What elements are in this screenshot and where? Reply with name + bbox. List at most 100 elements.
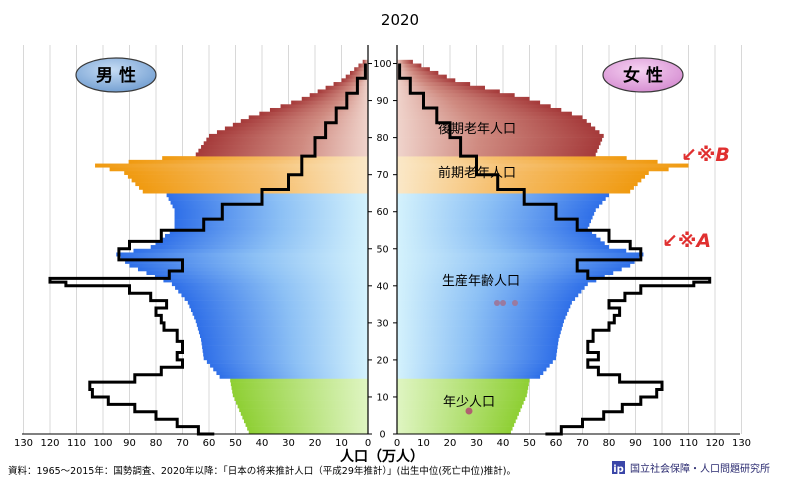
source-note: 資料：1965～2015年：国勢調査、2020年以降：「日本の将来推計人口（平成… <box>8 465 516 477</box>
female-bar-age-76 <box>397 148 598 153</box>
male-bar-age-90 <box>301 96 368 101</box>
annotation-b: ↙※B <box>681 144 730 166</box>
female-bar-age-62 <box>397 200 603 205</box>
male-bar-age-86 <box>259 111 368 116</box>
female-bar-age-59 <box>397 211 595 216</box>
segment-label-working-age: 生産年齢人口 <box>442 273 520 289</box>
male-bar-age-51 <box>155 241 368 246</box>
male-bar-age-40 <box>171 282 368 287</box>
female-bars <box>397 59 689 435</box>
male-bar-age-41 <box>163 278 368 283</box>
male-bar-age-59 <box>174 211 368 216</box>
female-bar-age-49 <box>397 248 627 253</box>
female-bar-age-27 <box>397 330 561 335</box>
male-bar-age-83 <box>232 122 368 127</box>
female-bar-age-55 <box>397 226 588 231</box>
female-bar-age-80 <box>397 133 604 138</box>
female-bar-age-57 <box>397 219 591 224</box>
segment-label-early-elderly: 前期老年人口 <box>438 165 516 181</box>
male-bar-age-58 <box>174 215 368 220</box>
female-bar-age-82 <box>397 126 596 131</box>
female-bar-age-85 <box>397 115 583 120</box>
female-bar-age-37 <box>397 293 579 298</box>
male-bar-age-64 <box>166 193 368 198</box>
male-bar-age-80 <box>209 133 368 138</box>
age-tick-label: 20 <box>376 355 388 366</box>
female-bar-age-39 <box>397 285 585 290</box>
female-bar-age-48 <box>397 252 644 257</box>
male-bar-age-24 <box>201 341 368 346</box>
male-bar-age-62 <box>170 200 368 205</box>
female-bar-age-77 <box>397 145 599 150</box>
female-bar-age-28 <box>397 326 562 331</box>
age-tick-label: 100 <box>373 59 391 70</box>
male-bar-age-98 <box>354 67 368 72</box>
x-tick-label-female: 20 <box>444 438 457 449</box>
segment-label-children: 年少人口 <box>443 395 495 410</box>
age-tick-label: 90 <box>376 96 388 107</box>
x-tick-label-female: 60 <box>550 438 563 449</box>
male-bar-age-0 <box>248 430 368 435</box>
x-tick-label-male: 120 <box>40 438 59 449</box>
male-bar-age-95 <box>341 78 368 83</box>
male-bar-age-55 <box>174 226 368 231</box>
female-bar-age-30 <box>397 319 564 324</box>
female-bar-age-45 <box>397 263 631 268</box>
male-bar-age-5 <box>240 411 368 416</box>
male-outline-line <box>48 63 367 436</box>
male-bar-age-29 <box>196 322 368 327</box>
male-bars <box>95 59 369 435</box>
x-tick-label-female: 70 <box>576 438 589 449</box>
x-tick-label-male: 70 <box>176 438 189 449</box>
female-bar-age-19 <box>397 359 553 364</box>
male-bar-age-84 <box>240 119 368 124</box>
decor-dot <box>512 300 518 306</box>
female-bar-age-24 <box>397 341 559 346</box>
male-bar-age-73 <box>128 159 368 164</box>
female-bar-age-63 <box>397 196 606 201</box>
x-tick-label-male: 10 <box>335 438 348 449</box>
female-bar-age-72 <box>397 163 689 168</box>
male-bar-age-65 <box>142 189 368 194</box>
female-bar-age-69 <box>397 174 646 179</box>
male-bar-age-45 <box>129 263 368 268</box>
x-axis-label: 人口（万人） <box>340 448 424 465</box>
female-bar-age-18 <box>397 363 550 368</box>
male-bar-age-77 <box>201 145 368 150</box>
female-bar-age-2 <box>397 422 515 427</box>
female-bar-age-33 <box>397 308 569 313</box>
male-bar-age-38 <box>178 289 368 294</box>
male-bar-age-12 <box>231 385 368 390</box>
female-bar-age-50 <box>397 245 609 250</box>
male-bar-age-50 <box>150 245 368 250</box>
female-bar-age-61 <box>397 204 600 209</box>
male-bar-age-78 <box>203 141 368 146</box>
female-bar-age-99 <box>397 63 422 68</box>
female-bar-age-71 <box>397 167 669 172</box>
x-tick-label-male: 80 <box>150 438 163 449</box>
female-bar-age-6 <box>397 408 521 413</box>
male-label: 男 性 <box>96 65 136 86</box>
male-bar-age-3 <box>243 419 368 424</box>
male-bar-age-87 <box>269 107 368 112</box>
male-bar-age-18 <box>210 363 368 368</box>
male-bar-age-53 <box>165 233 368 238</box>
male-bar-age-76 <box>198 148 368 153</box>
female-bar-age-95 <box>397 78 456 83</box>
male-bar-age-32 <box>192 311 368 316</box>
age-tick-label: 0 <box>379 430 385 441</box>
male-bar-age-93 <box>325 85 368 90</box>
male-bar-age-85 <box>248 115 368 120</box>
decor-dot <box>500 300 506 306</box>
male-bar-age-46 <box>125 259 368 264</box>
male-bar-age-67 <box>135 182 368 187</box>
female-bar-age-90 <box>397 96 530 101</box>
x-tick-label-female: 120 <box>705 438 724 449</box>
male-bar-age-4 <box>242 415 368 420</box>
female-bar-age-58 <box>397 215 593 220</box>
male-bar-age-16 <box>216 371 368 376</box>
female-bar-age-86 <box>397 111 572 116</box>
male-bar-age-92 <box>317 89 368 94</box>
male-bar-age-27 <box>198 330 368 335</box>
